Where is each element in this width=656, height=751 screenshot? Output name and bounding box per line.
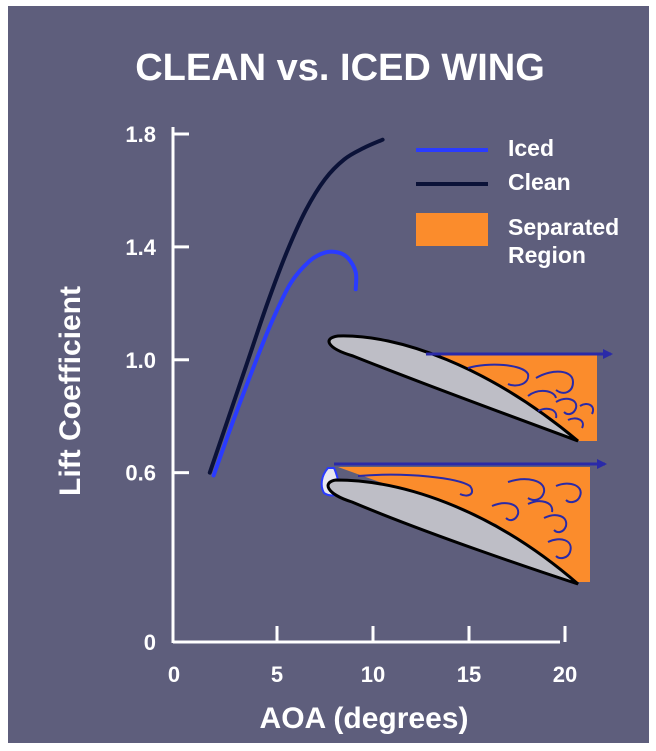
slide-background: CLEAN vs. ICED WING 0 0.6 1.0 1.4 1.8 0 5 10 15 2… bbox=[8, 6, 649, 743]
lift-chart: CLEAN vs. ICED WING 0 0.6 1.0 1.4 1.8 0 5 10 15 2… bbox=[54, 47, 626, 735]
x-tick-label: 20 bbox=[553, 662, 577, 687]
y-tick-label: 1.4 bbox=[125, 235, 156, 260]
x-tick-label: 10 bbox=[361, 662, 385, 687]
y-axis-label: Lift Coefficient bbox=[54, 286, 87, 496]
legend-label-iced: Iced bbox=[508, 135, 554, 161]
y-tick-label: 0.6 bbox=[125, 461, 156, 486]
chart-title: CLEAN vs. ICED WING bbox=[135, 47, 545, 89]
legend-label-separated: Separated Region bbox=[508, 214, 626, 268]
x-tick-label: 5 bbox=[271, 662, 283, 687]
legend-label-separated-line1: Separated bbox=[508, 214, 619, 240]
legend-swatch-separated bbox=[416, 213, 488, 246]
series-layer bbox=[207, 137, 385, 478]
iced-airfoil bbox=[326, 478, 579, 586]
vortices-bottom bbox=[357, 473, 582, 560]
y-tick-label: 1.0 bbox=[125, 348, 156, 373]
separated-region-bottom bbox=[338, 467, 590, 582]
legend: Iced Clean Separated Region bbox=[416, 135, 626, 268]
y-tick-label: 0 bbox=[144, 630, 156, 655]
x-tick-label: 15 bbox=[457, 662, 481, 687]
series-line-clean bbox=[207, 137, 385, 475]
clean-airfoil bbox=[327, 334, 579, 443]
legend-label-separated-line2: Region bbox=[508, 242, 586, 268]
axis-ticks: 0 0.6 1.0 1.4 1.8 0 5 10 15 20 bbox=[125, 122, 577, 687]
iced-airfoil-diagram bbox=[320, 459, 607, 586]
x-axis-label: AOA (degrees) bbox=[260, 702, 469, 735]
clean-airfoil-diagram bbox=[327, 334, 613, 443]
legend-label-clean: Clean bbox=[508, 169, 571, 195]
y-tick-label: 1.8 bbox=[125, 122, 156, 147]
vortices-top bbox=[467, 363, 594, 429]
series-line-iced bbox=[211, 249, 359, 478]
x-tick-label: 0 bbox=[168, 662, 180, 687]
